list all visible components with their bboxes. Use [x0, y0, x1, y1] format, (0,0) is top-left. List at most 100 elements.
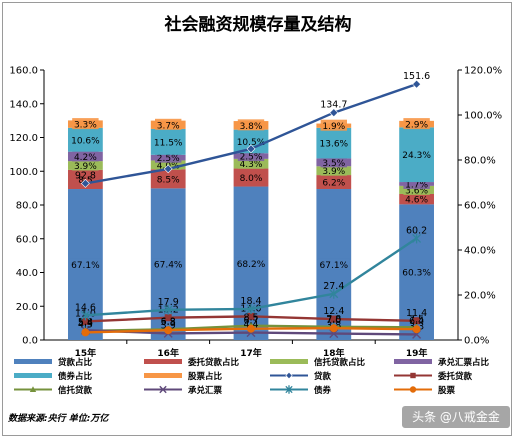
segment-label-bg: [403, 177, 430, 189]
point-marker: [329, 108, 339, 118]
segment-label-bg: [237, 150, 265, 162]
segment-label-bg: [155, 172, 182, 184]
legend-label: 委托贷款占比: [187, 357, 240, 368]
point-marker: [159, 385, 167, 394]
segment-label-bg: [320, 164, 347, 176]
x-tick-label: 19年: [406, 347, 428, 359]
point-marker: [80, 310, 90, 321]
point-marker: [163, 304, 173, 315]
point-marker: [329, 324, 338, 333]
segment-label-bg: [237, 157, 265, 169]
segment-label-bg: [155, 118, 182, 130]
x-tick-label: 17年: [240, 347, 262, 359]
point-label: 5.8: [161, 317, 176, 328]
left-tick-label: 40.0: [16, 268, 38, 279]
stacked-bars: 67.1%3.9%4.2%10.6%3.3%67.4%8.5%4.0%2.5%1…: [68, 118, 434, 340]
legend-label: 债券: [314, 385, 332, 396]
right-tick-label: 100.0%: [464, 111, 502, 122]
point-label: 134.7: [320, 100, 347, 111]
segment-label-bg: [72, 118, 99, 130]
point-marker: [247, 312, 255, 320]
legend-label: 贷款: [314, 371, 332, 382]
segment-label-bg: [320, 156, 347, 168]
segment-label: 6.2%: [322, 179, 345, 189]
point-label: 4.5: [78, 319, 93, 330]
segment-label-bg: [320, 176, 347, 188]
point-label: 5.8: [78, 317, 93, 328]
legend-label: 股票: [438, 385, 456, 396]
point-label: 6.4: [409, 316, 424, 327]
right-tick-label: 0.0%: [464, 336, 489, 347]
point-marker: [81, 328, 90, 337]
point-label: 27.4: [323, 281, 344, 292]
axes: 0.0 20.0 40.0 60.0 80.0 100.0 120.0 140.0 160.0 0…: [9, 66, 502, 360]
point-label: 7.0: [326, 315, 341, 326]
point-marker: [80, 178, 90, 188]
segment-label-bg: [400, 148, 433, 160]
point-marker: [163, 164, 173, 174]
segment-label: 10.6%: [71, 136, 100, 146]
point-label: 7.8: [326, 314, 341, 325]
left-tick-label: 160.0: [9, 66, 38, 77]
point-label: 5.4: [78, 318, 93, 329]
segment-label: 3.9%: [322, 167, 345, 177]
legend-swatch: [14, 359, 52, 364]
segment-label-bg: [155, 158, 182, 170]
segment-label-bg: [69, 133, 102, 145]
point-label: 3.9: [161, 320, 176, 331]
legend-swatch: [144, 359, 182, 364]
segment-label: 67.1%: [71, 261, 100, 271]
point-label: 11.4: [406, 308, 427, 319]
segment-label: 67.4%: [154, 261, 183, 271]
segment-label: 4.3%: [240, 160, 263, 170]
right-tick-label: 120.0%: [464, 66, 502, 77]
segment-label: 60.3%: [402, 269, 431, 279]
point-label: 12.4: [323, 306, 344, 317]
segment-label: 1.9%: [322, 122, 345, 132]
segment-label-bg: [237, 171, 265, 183]
x-tick-label: 16年: [157, 347, 179, 359]
left-tick-label: 100.0: [9, 167, 38, 178]
chart-title: 社会融资规模存量及结构: [164, 14, 352, 35]
x-tick-label: 15年: [75, 347, 97, 359]
point-marker: [285, 371, 293, 380]
right-tick-label: 40.0%: [464, 246, 496, 257]
left-tick-label: 0.0: [22, 336, 38, 347]
segment-label: 10.5%: [237, 138, 266, 148]
left-tick-label: 80.0: [16, 201, 38, 212]
segment-label-bg: [317, 137, 350, 149]
segment-label-bg: [400, 266, 433, 278]
point-marker: [164, 314, 172, 322]
point-label: 151.6: [403, 71, 430, 82]
segment-label-bg: [317, 258, 350, 270]
legend-label: 委托贷款: [437, 371, 473, 382]
legend-label: 信托贷款: [58, 385, 93, 396]
segment-label: 3.5%: [322, 159, 345, 169]
segment-label: 2.9%: [405, 121, 428, 131]
legend-swatch: [270, 359, 308, 364]
point-marker: [285, 385, 293, 394]
legend-swatch: [14, 373, 52, 378]
point-marker: [330, 315, 338, 323]
legend-swatch: [394, 359, 432, 364]
segment-label-bg: [403, 193, 430, 205]
left-tick-label: 140.0: [9, 99, 38, 110]
segment-label: 4.2%: [74, 153, 97, 163]
segment-label-bg: [403, 183, 430, 195]
point-label: 17.9: [158, 297, 179, 308]
point-label: 92.8: [75, 170, 96, 181]
legend-label: 承兑汇票: [188, 385, 223, 396]
legend-label: 债券占比: [58, 371, 93, 382]
left-tick-label: 60.0: [16, 234, 38, 245]
segment-label-bg: [155, 151, 182, 163]
segment-label: 68.2%: [237, 260, 266, 270]
point-marker: [164, 326, 173, 335]
segment-label: 8.5%: [157, 175, 180, 185]
point-label: 6.7: [243, 316, 258, 327]
segment-label: 3.7%: [157, 121, 180, 131]
segment-label: 11.5%: [154, 138, 183, 148]
right-tick-label: 20.0%: [464, 291, 496, 302]
segment-label: 2.5%: [157, 154, 180, 164]
